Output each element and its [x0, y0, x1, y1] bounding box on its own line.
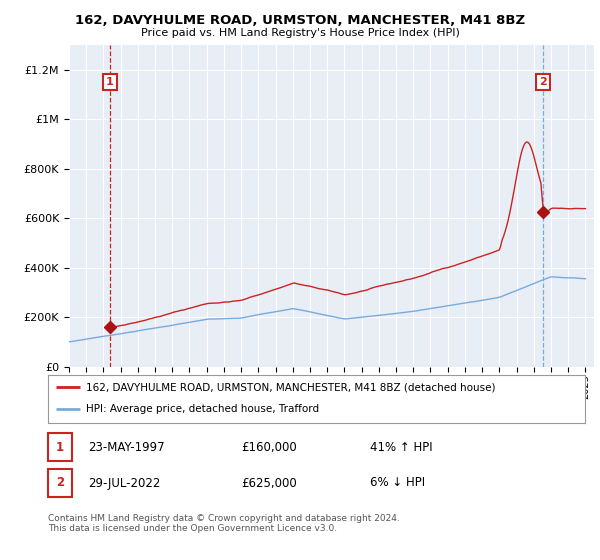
Text: 162, DAVYHULME ROAD, URMSTON, MANCHESTER, M41 8BZ: 162, DAVYHULME ROAD, URMSTON, MANCHESTER…: [75, 14, 525, 27]
Text: 2: 2: [56, 477, 64, 489]
Text: 6% ↓ HPI: 6% ↓ HPI: [370, 477, 425, 489]
Text: 29-JUL-2022: 29-JUL-2022: [88, 477, 161, 489]
FancyBboxPatch shape: [48, 433, 71, 461]
Text: 1: 1: [56, 441, 64, 454]
FancyBboxPatch shape: [48, 469, 71, 497]
Text: HPI: Average price, detached house, Trafford: HPI: Average price, detached house, Traf…: [86, 404, 319, 414]
Text: £625,000: £625,000: [241, 477, 297, 489]
Text: 2: 2: [539, 77, 547, 87]
Text: 1: 1: [106, 77, 114, 87]
Text: 162, DAVYHULME ROAD, URMSTON, MANCHESTER, M41 8BZ (detached house): 162, DAVYHULME ROAD, URMSTON, MANCHESTER…: [86, 382, 495, 392]
Text: Contains HM Land Registry data © Crown copyright and database right 2024.
This d: Contains HM Land Registry data © Crown c…: [48, 514, 400, 534]
Text: 41% ↑ HPI: 41% ↑ HPI: [370, 441, 433, 454]
Text: 23-MAY-1997: 23-MAY-1997: [88, 441, 165, 454]
Text: £160,000: £160,000: [241, 441, 297, 454]
Text: Price paid vs. HM Land Registry's House Price Index (HPI): Price paid vs. HM Land Registry's House …: [140, 28, 460, 38]
